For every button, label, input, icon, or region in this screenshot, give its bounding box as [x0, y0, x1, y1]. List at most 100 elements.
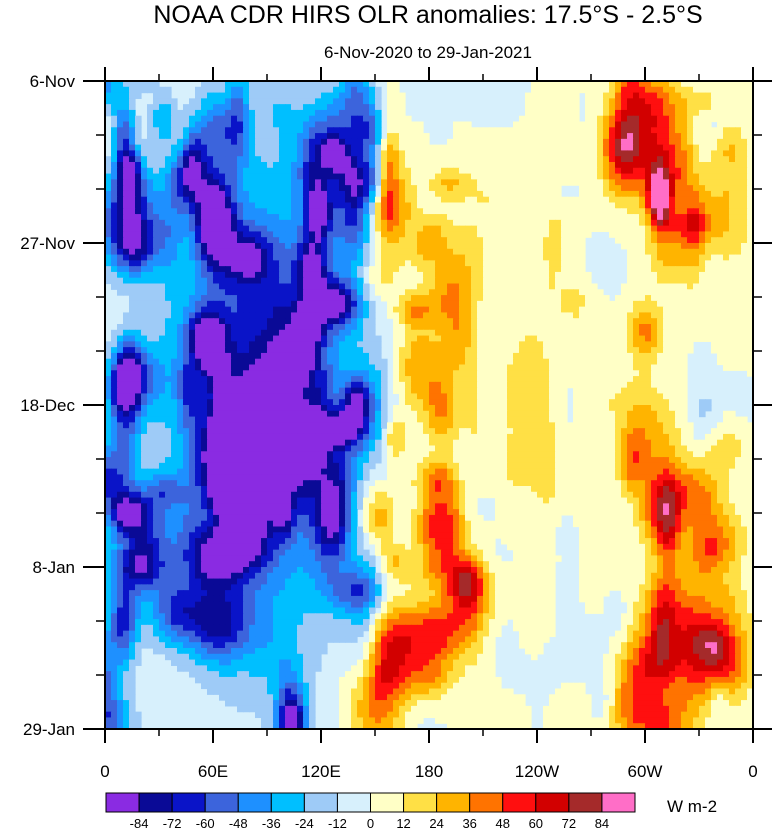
heatmap-cell — [237, 295, 244, 302]
heatmap-cell — [579, 254, 586, 261]
heatmap-cell — [489, 358, 496, 366]
heatmap-cell — [735, 196, 742, 204]
heatmap-cell — [165, 185, 172, 192]
heatmap-cell — [651, 341, 658, 348]
heatmap-cell — [723, 179, 730, 186]
heatmap-cell — [273, 173, 280, 180]
heatmap-cell — [279, 86, 286, 94]
heatmap-cell — [219, 133, 226, 140]
heatmap-cell — [705, 109, 712, 117]
heatmap-cell — [141, 324, 148, 331]
heatmap-cell — [279, 254, 286, 261]
heatmap-cell — [117, 127, 124, 134]
heatmap-cell — [327, 104, 334, 111]
heatmap-cell — [249, 121, 256, 128]
heatmap-cell — [393, 300, 400, 308]
heatmap-cell — [435, 306, 442, 314]
heatmap-cell — [351, 289, 358, 296]
heatmap-cell — [231, 243, 238, 250]
heatmap-cell — [183, 295, 190, 302]
heatmap-cell — [249, 352, 256, 360]
heatmap-cell — [123, 324, 130, 331]
heatmap-cell — [255, 138, 262, 146]
heatmap-cell — [681, 243, 688, 250]
heatmap-cell — [705, 144, 712, 152]
heatmap-cell — [729, 86, 736, 94]
heatmap-cell — [471, 289, 478, 296]
heatmap-cell — [111, 202, 118, 209]
heatmap-cell — [573, 329, 580, 337]
heatmap-cell — [477, 347, 484, 354]
heatmap-cell — [369, 318, 376, 325]
heatmap-cell — [663, 138, 670, 146]
heatmap-cell — [321, 248, 328, 256]
heatmap-cell — [195, 289, 202, 296]
heatmap-cell — [573, 162, 580, 169]
heatmap-cell — [237, 358, 244, 366]
heatmap-cell — [429, 277, 436, 285]
heatmap-cell — [417, 196, 424, 204]
chart-title: NOAA CDR HIRS OLR anomalies: 17.5°S - 2.… — [153, 1, 702, 29]
heatmap-cell — [327, 324, 334, 331]
heatmap-cell — [717, 277, 724, 285]
heatmap-cell — [675, 219, 682, 227]
heatmap-cell — [249, 295, 256, 302]
heatmap-cell — [465, 127, 472, 134]
heatmap-cell — [549, 312, 556, 319]
heatmap-cell — [663, 260, 670, 267]
heatmap-cell — [117, 283, 124, 290]
heatmap-cell — [729, 167, 736, 175]
heatmap-cell — [729, 347, 736, 354]
heatmap-cell — [195, 329, 202, 337]
heatmap-cell — [357, 364, 364, 371]
heatmap-cell — [261, 121, 268, 128]
heatmap-cell — [705, 190, 712, 198]
heatmap-cell — [273, 277, 280, 285]
heatmap-cell — [681, 121, 688, 128]
heatmap-cell — [633, 133, 640, 140]
heatmap-cell — [543, 352, 550, 360]
heatmap-cell — [411, 347, 418, 354]
heatmap-cell — [519, 173, 526, 180]
heatmap-cell — [315, 324, 322, 331]
heatmap-cell — [597, 358, 604, 366]
heatmap-cell — [165, 104, 172, 111]
heatmap-cell — [369, 162, 376, 169]
heatmap-cell — [231, 312, 238, 319]
heatmap-cell — [597, 196, 604, 204]
heatmap-cell — [363, 92, 370, 99]
heatmap-cell — [153, 219, 160, 227]
heatmap-cell — [315, 185, 322, 192]
heatmap-cell — [261, 196, 268, 204]
heatmap-cell — [363, 219, 370, 227]
heatmap-cell — [123, 208, 130, 215]
heatmap-cell — [177, 173, 184, 180]
heatmap-cell — [447, 248, 454, 256]
heatmap-cell — [315, 121, 322, 128]
heatmap-cell — [741, 352, 748, 360]
heatmap-cell — [513, 127, 520, 134]
heatmap-cell — [141, 260, 148, 267]
heatmap-cell — [633, 98, 640, 105]
heatmap-cell — [693, 219, 700, 227]
heatmap-cell — [297, 335, 304, 342]
heatmap-cell — [195, 243, 202, 250]
heatmap-cell — [351, 318, 358, 325]
heatmap-cell — [219, 167, 226, 175]
heatmap-cell — [441, 300, 448, 308]
heatmap-cell — [111, 335, 118, 342]
heatmap-cell — [729, 121, 736, 128]
heatmap-cell — [597, 156, 604, 163]
heatmap-cell — [573, 115, 580, 123]
heatmap-cell — [603, 144, 610, 152]
heatmap-cell — [207, 219, 214, 227]
heatmap-cell — [267, 306, 274, 314]
heatmap-cell — [453, 185, 460, 192]
heatmap-cell — [357, 138, 364, 146]
heatmap-cell — [561, 196, 568, 204]
heatmap-cell — [279, 156, 286, 163]
heatmap-cell — [615, 358, 622, 366]
heatmap-cell — [591, 208, 598, 215]
heatmap-cell — [747, 341, 753, 348]
